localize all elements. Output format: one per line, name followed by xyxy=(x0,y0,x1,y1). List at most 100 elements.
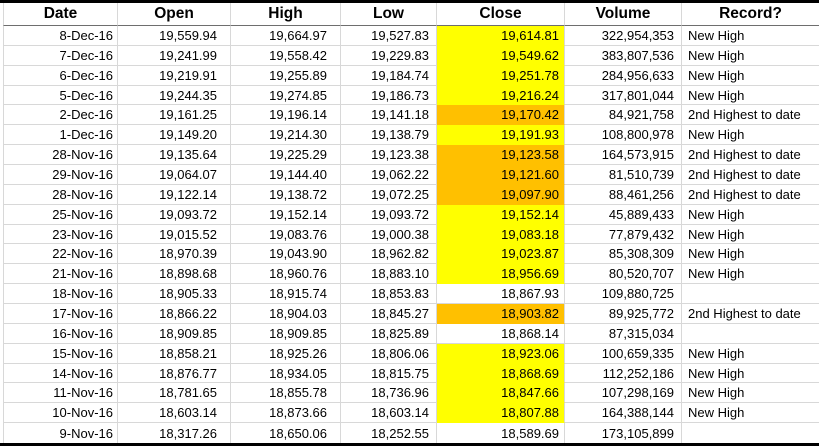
cell-record[interactable]: 2nd Highest to date xyxy=(682,145,819,166)
cell-close[interactable]: 18,867.93 xyxy=(437,284,565,305)
cell-close[interactable]: 18,923.06 xyxy=(437,343,565,364)
cell-volume[interactable]: 173,105,899 xyxy=(565,423,682,443)
cell-close[interactable]: 18,847.66 xyxy=(437,383,565,404)
header-volume[interactable]: Volume xyxy=(565,3,682,26)
cell-high[interactable]: 19,274.85 xyxy=(231,85,341,106)
cell-close[interactable]: 18,868.69 xyxy=(437,363,565,384)
cell-volume[interactable]: 284,956,633 xyxy=(565,65,682,86)
cell-close[interactable]: 19,121.60 xyxy=(437,165,565,185)
cell-date[interactable]: 18-Nov-16 xyxy=(3,284,118,305)
cell-open[interactable]: 18,909.85 xyxy=(118,323,231,344)
cell-date[interactable]: 9-Nov-16 xyxy=(3,423,118,443)
cell-date[interactable]: 1-Dec-16 xyxy=(3,125,118,146)
cell-date[interactable]: 5-Dec-16 xyxy=(3,85,118,106)
cell-record[interactable]: New High xyxy=(682,225,819,245)
cell-volume[interactable]: 164,388,144 xyxy=(565,403,682,424)
cell-close[interactable]: 18,589.69 xyxy=(437,423,565,443)
cell-low[interactable]: 18,962.82 xyxy=(341,244,437,265)
cell-record[interactable]: New High xyxy=(682,344,819,364)
cell-date[interactable]: 15-Nov-16 xyxy=(3,343,118,364)
cell-record[interactable]: New High xyxy=(682,244,819,265)
cell-high[interactable]: 18,904.03 xyxy=(231,304,341,324)
cell-record[interactable] xyxy=(682,423,819,443)
cell-low[interactable]: 18,806.06 xyxy=(341,343,437,364)
cell-volume[interactable]: 45,889,433 xyxy=(565,204,682,225)
cell-low[interactable]: 18,853.83 xyxy=(341,284,437,305)
cell-low[interactable]: 19,184.74 xyxy=(341,65,437,86)
cell-open[interactable]: 19,122.14 xyxy=(118,184,231,205)
cell-date[interactable]: 16-Nov-16 xyxy=(3,323,118,344)
cell-open[interactable]: 19,015.52 xyxy=(118,224,231,245)
cell-high[interactable]: 19,152.14 xyxy=(231,204,341,225)
cell-volume[interactable]: 108,800,978 xyxy=(565,125,682,146)
cell-close[interactable]: 19,191.93 xyxy=(437,125,565,146)
cell-low[interactable]: 18,883.10 xyxy=(341,264,437,285)
cell-high[interactable]: 18,650.06 xyxy=(231,423,341,443)
cell-high[interactable]: 19,196.14 xyxy=(231,105,341,126)
cell-high[interactable]: 19,138.72 xyxy=(231,184,341,205)
cell-open[interactable]: 19,219.91 xyxy=(118,65,231,86)
cell-high[interactable]: 19,083.76 xyxy=(231,224,341,245)
cell-high[interactable]: 19,214.30 xyxy=(231,125,341,146)
cell-low[interactable]: 19,062.22 xyxy=(341,165,437,185)
cell-record[interactable]: 2nd Highest to date xyxy=(682,185,819,205)
cell-date[interactable]: 28-Nov-16 xyxy=(3,145,118,166)
cell-date[interactable]: 28-Nov-16 xyxy=(3,184,118,205)
cell-date[interactable]: 25-Nov-16 xyxy=(3,204,118,225)
cell-low[interactable]: 19,186.73 xyxy=(341,85,437,106)
cell-record[interactable]: New High xyxy=(682,125,819,146)
cell-volume[interactable]: 80,520,707 xyxy=(565,264,682,285)
cell-volume[interactable]: 322,954,353 xyxy=(565,26,682,46)
cell-close[interactable]: 19,251.78 xyxy=(437,65,565,86)
cell-open[interactable]: 19,161.25 xyxy=(118,105,231,126)
cell-record[interactable]: New High xyxy=(682,46,819,66)
cell-close[interactable]: 19,549.62 xyxy=(437,45,565,66)
cell-date[interactable]: 17-Nov-16 xyxy=(3,304,118,324)
cell-open[interactable]: 19,135.64 xyxy=(118,145,231,166)
cell-high[interactable]: 18,925.26 xyxy=(231,343,341,364)
cell-open[interactable]: 18,858.21 xyxy=(118,343,231,364)
header-open[interactable]: Open xyxy=(118,3,231,26)
cell-low[interactable]: 18,736.96 xyxy=(341,383,437,404)
cell-high[interactable]: 19,043.90 xyxy=(231,244,341,265)
cell-volume[interactable]: 107,298,169 xyxy=(565,383,682,404)
cell-volume[interactable]: 383,807,536 xyxy=(565,45,682,66)
cell-record[interactable]: New High xyxy=(682,205,819,225)
cell-record[interactable] xyxy=(682,324,819,344)
cell-high[interactable]: 19,255.89 xyxy=(231,65,341,86)
cell-open[interactable]: 18,603.14 xyxy=(118,403,231,424)
cell-date[interactable]: 7-Dec-16 xyxy=(3,45,118,66)
cell-low[interactable]: 19,229.83 xyxy=(341,45,437,66)
cell-open[interactable]: 18,876.77 xyxy=(118,363,231,384)
cell-low[interactable]: 18,603.14 xyxy=(341,403,437,424)
cell-close[interactable]: 19,123.58 xyxy=(437,145,565,166)
header-high[interactable]: High xyxy=(231,3,341,26)
cell-close[interactable]: 18,956.69 xyxy=(437,264,565,285)
cell-volume[interactable]: 85,308,309 xyxy=(565,244,682,265)
header-close[interactable]: Close xyxy=(437,3,565,26)
cell-record[interactable]: 2nd Highest to date xyxy=(682,105,819,126)
header-low[interactable]: Low xyxy=(341,3,437,26)
cell-low[interactable]: 18,815.75 xyxy=(341,363,437,384)
cell-date[interactable]: 6-Dec-16 xyxy=(3,65,118,86)
cell-close[interactable]: 18,903.82 xyxy=(437,304,565,324)
cell-record[interactable] xyxy=(682,284,819,305)
cell-volume[interactable]: 87,315,034 xyxy=(565,323,682,344)
cell-close[interactable]: 19,023.87 xyxy=(437,244,565,265)
cell-low[interactable]: 18,252.55 xyxy=(341,423,437,443)
cell-volume[interactable]: 89,925,772 xyxy=(565,304,682,324)
cell-volume[interactable]: 112,252,186 xyxy=(565,363,682,384)
cell-open[interactable]: 19,559.94 xyxy=(118,26,231,46)
cell-close[interactable]: 19,083.18 xyxy=(437,224,565,245)
cell-low[interactable]: 18,825.89 xyxy=(341,323,437,344)
cell-date[interactable]: 22-Nov-16 xyxy=(3,244,118,265)
cell-open[interactable]: 18,905.33 xyxy=(118,284,231,305)
cell-high[interactable]: 18,915.74 xyxy=(231,284,341,305)
cell-date[interactable]: 10-Nov-16 xyxy=(3,403,118,424)
cell-volume[interactable]: 84,921,758 xyxy=(565,105,682,126)
cell-close[interactable]: 19,097.90 xyxy=(437,184,565,205)
cell-low[interactable]: 18,845.27 xyxy=(341,304,437,324)
cell-low[interactable]: 19,072.25 xyxy=(341,184,437,205)
cell-volume[interactable]: 109,880,725 xyxy=(565,284,682,305)
cell-high[interactable]: 18,960.76 xyxy=(231,264,341,285)
